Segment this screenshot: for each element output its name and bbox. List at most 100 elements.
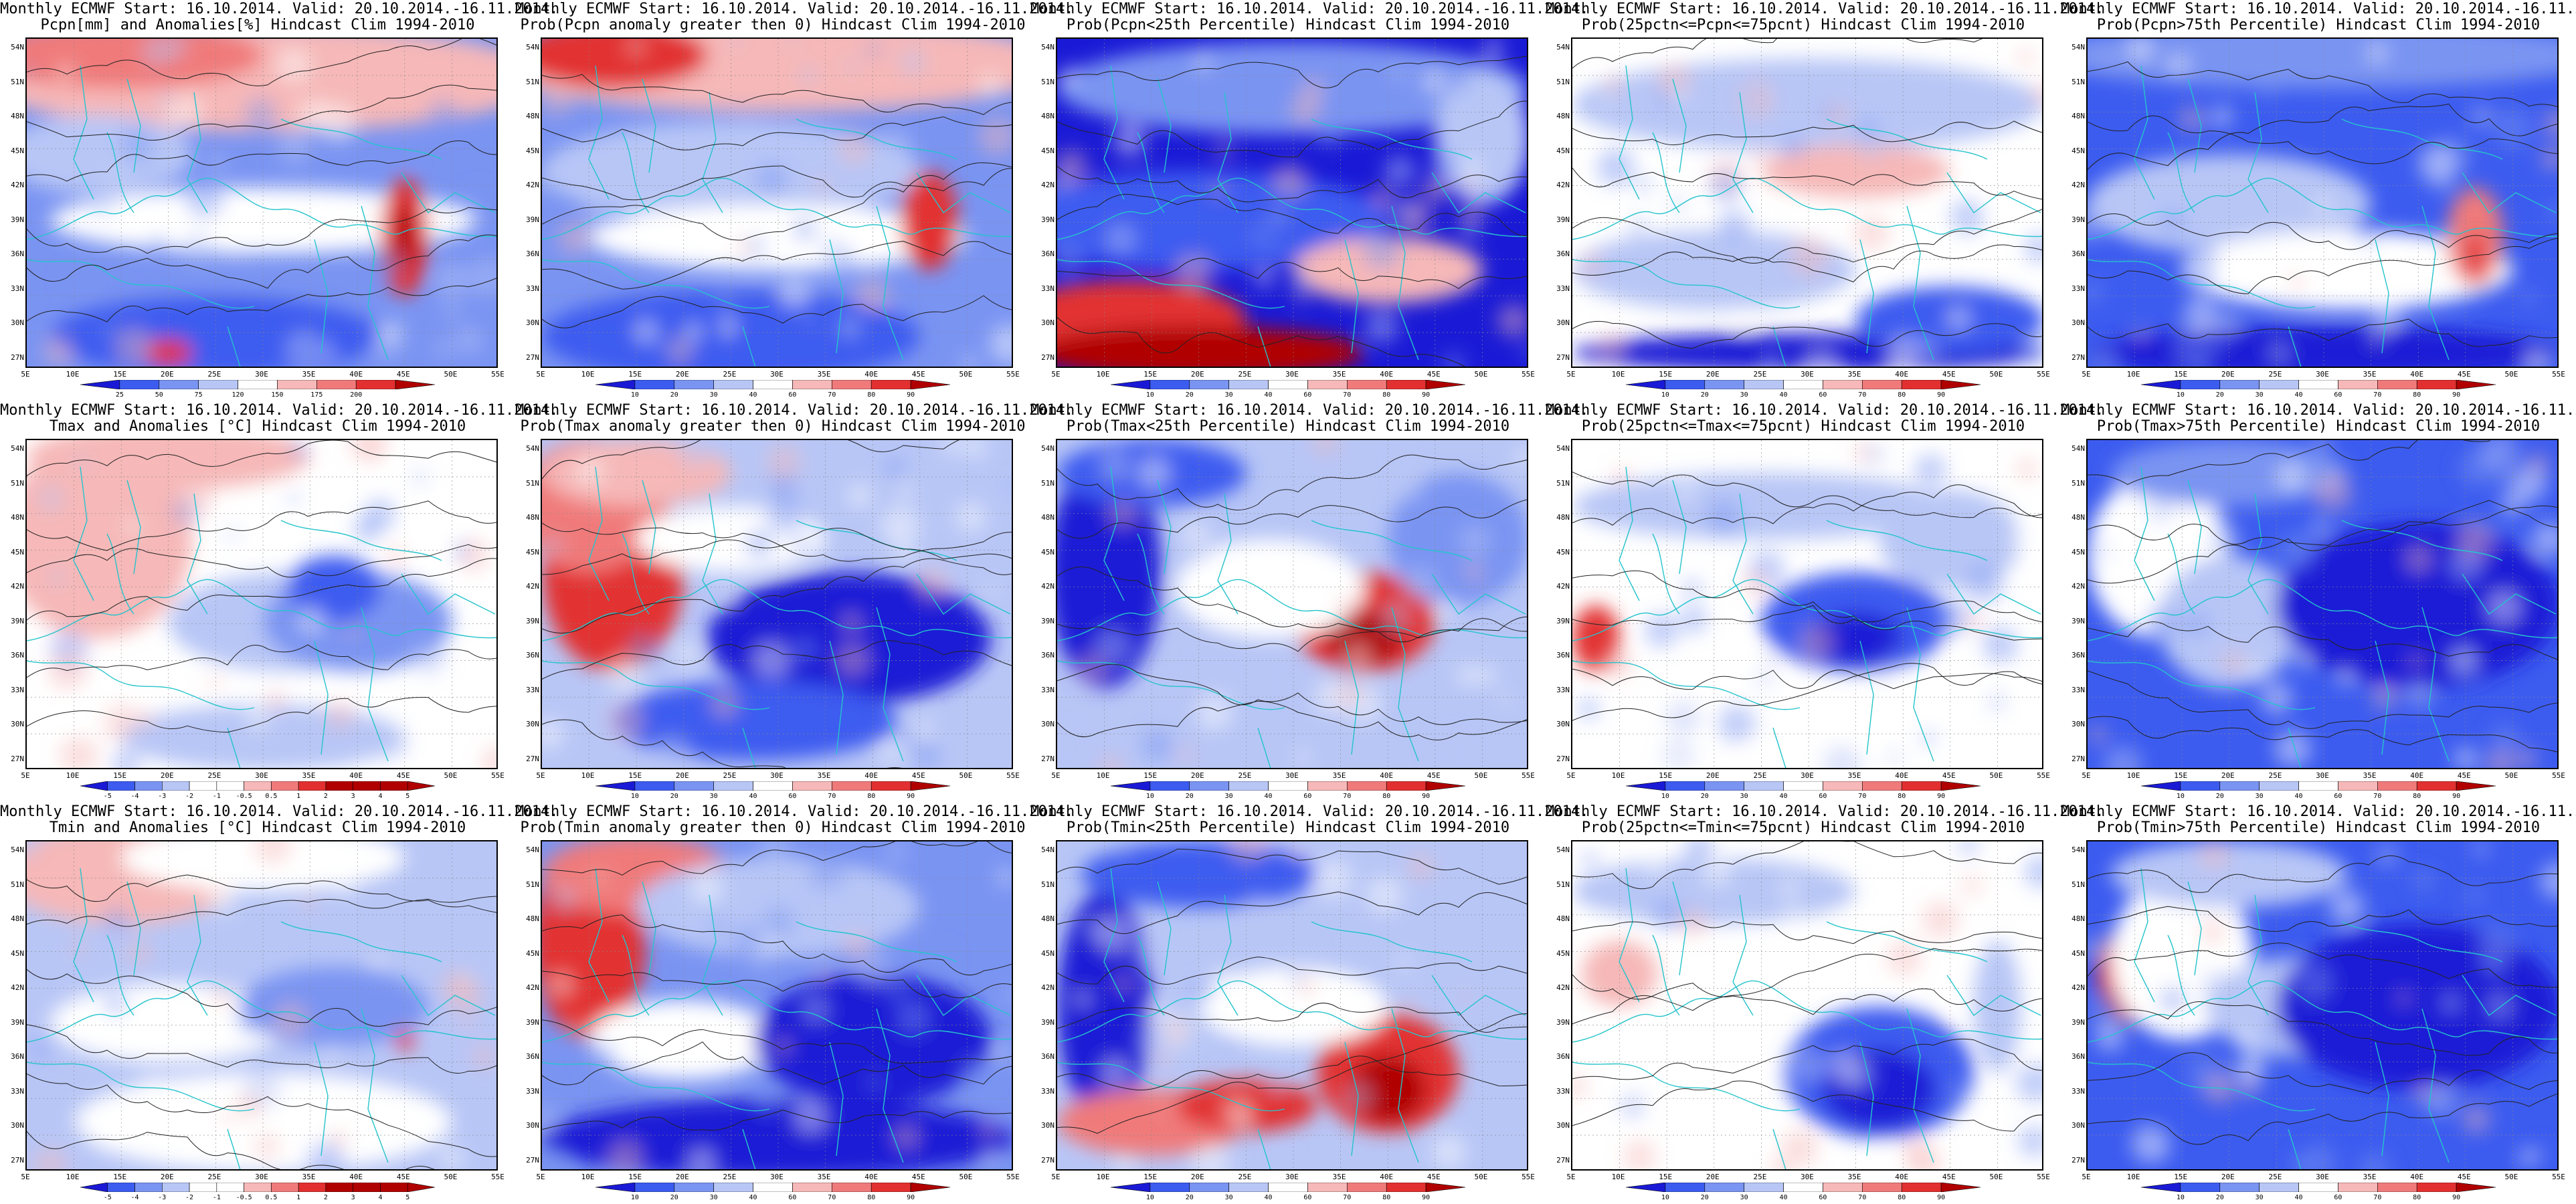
panel-title-line2: Prob(Tmax>75th Percentile) Hindcast Clim…: [2096, 418, 2541, 435]
field-speckle: [2211, 106, 2233, 128]
country-border: [1772, 326, 1786, 367]
field-speckle: [2088, 943, 2104, 961]
field-speckle: [941, 440, 961, 454]
country-border: [2288, 326, 2302, 367]
longitude-tick-label: 30E: [255, 1173, 268, 1181]
field-speckle: [1639, 497, 1666, 524]
latitude-tick-label: 27N: [1556, 353, 1570, 362]
longitude-tick-label: 50E: [444, 370, 458, 379]
country-border: [187, 493, 208, 615]
field-speckle: [1182, 521, 1210, 548]
field-speckle: [583, 1042, 617, 1076]
field-speckle: [265, 690, 286, 712]
field-speckle: [381, 321, 403, 342]
latitude-tick-label: 36N: [526, 249, 539, 259]
latitude-tick-label: 54N: [526, 444, 539, 453]
longitude-tick-label: 30E: [1285, 1173, 1299, 1181]
longitude-tick-label: 15E: [2174, 370, 2188, 379]
colorbar-tick-label: 90: [907, 1194, 915, 1201]
country-border: [1826, 520, 1988, 561]
field-speckle: [288, 492, 300, 504]
field-speckle: [482, 745, 496, 768]
country-border: [1619, 868, 1640, 1003]
country-border: [1257, 727, 1271, 768]
field-speckle: [1507, 948, 1518, 961]
colorbar-swatch: [1862, 380, 1902, 389]
longitude-tick-label: 40E: [349, 1173, 363, 1181]
colorbar-swatch: [298, 781, 327, 791]
field-speckle: [810, 873, 824, 887]
country-border: [361, 205, 389, 361]
colorbar-tick-label: 50: [155, 391, 163, 399]
colorbar-tick-label: 10: [1661, 391, 1669, 399]
contour-line: [1572, 1038, 2042, 1080]
contour-line: [27, 558, 496, 621]
field-speckle: [2480, 440, 2520, 472]
field-region: [2276, 924, 2557, 1090]
field-svg: [27, 440, 496, 768]
field-speckle: [2328, 889, 2365, 925]
forecast-map: [25, 840, 498, 1171]
colorbar-swatch: [238, 380, 278, 389]
longitude-tick-label: 20E: [2221, 771, 2235, 780]
longitude-tick-label: 20E: [675, 771, 689, 780]
latitude-tick-label: 39N: [1556, 1017, 1570, 1027]
latitude-tick-label: 51N: [2072, 77, 2085, 86]
field-speckle: [1888, 841, 1917, 858]
field-speckle: [762, 934, 778, 950]
longitude-tick-label: 55E: [491, 370, 504, 379]
field-speckle: [1658, 64, 1691, 97]
country-border: [1137, 132, 1165, 213]
field-speckle: [1683, 579, 1702, 598]
latitude-tick-label: 27N: [11, 1156, 24, 1165]
field-speckle: [885, 842, 906, 863]
field-speckle: [2358, 231, 2378, 252]
field-speckle: [1162, 680, 1200, 718]
country-border: [1431, 172, 1526, 214]
colorbar-swatch: [595, 1183, 636, 1192]
field-speckle: [2487, 993, 2512, 1019]
field-speckle: [221, 1112, 234, 1124]
field-speckle: [1665, 700, 1701, 736]
panel-title: Monthly ECMWF Start: 16.10.2014. Valid: …: [1546, 403, 2104, 435]
field-speckle: [729, 118, 764, 153]
longitude-tick-label: 25E: [723, 771, 737, 780]
colorbar-swatch: [1704, 380, 1744, 389]
colorbar-tick-label: 120: [232, 391, 244, 399]
panel-title-line2: Prob(25pctn<=Tmin<=75pcnt) Hindcast Clim…: [1581, 819, 2025, 836]
contour-line: [1572, 320, 2042, 349]
colorbar-swatch: [2456, 380, 2496, 389]
field-speckle: [1679, 605, 1708, 633]
latitude-tick-label: 45N: [11, 146, 24, 155]
colorbar-tick-label: 40: [2294, 391, 2303, 399]
field-speckle: [469, 258, 496, 296]
colorbar-tick-label: 2: [323, 793, 328, 800]
field-speckle: [955, 502, 986, 533]
field-speckle: [1095, 629, 1130, 664]
field-speckle: [739, 1059, 751, 1072]
latitude-tick-label: 48N: [2072, 112, 2085, 121]
field-speckle: [745, 529, 774, 559]
longitude-tick-label: 35E: [817, 771, 831, 780]
contour-line: [1572, 974, 2042, 1015]
colorbar-tick-label: 75: [194, 391, 203, 399]
latitude-tick-label: 30N: [1556, 720, 1570, 729]
country-border: [542, 1062, 770, 1112]
panel-title: Monthly ECMWF Start: 16.10.2014. Valid: …: [515, 1, 1074, 33]
field-speckle: [1799, 625, 1834, 660]
colorbar-tick-label: 25: [115, 391, 124, 399]
field-speckle: [735, 238, 751, 255]
latitude-tick-label: 27N: [526, 353, 539, 362]
panel-title-line1: Monthly ECMWF Start: 16.10.2014. Valid: …: [1546, 803, 2104, 820]
panel-title-line1: Monthly ECMWF Start: 16.10.2014. Valid: …: [515, 1, 1074, 17]
field-speckle: [1133, 937, 1166, 969]
field-speckle: [126, 940, 151, 965]
colorbar-swatch: [2259, 1183, 2299, 1192]
country-border: [702, 493, 723, 615]
colorbar-tick-label: 60: [1303, 793, 1312, 800]
country-border: [1859, 239, 1874, 354]
field-speckle: [818, 247, 842, 271]
field-speckle: [141, 39, 171, 66]
country-border: [1217, 493, 1238, 615]
